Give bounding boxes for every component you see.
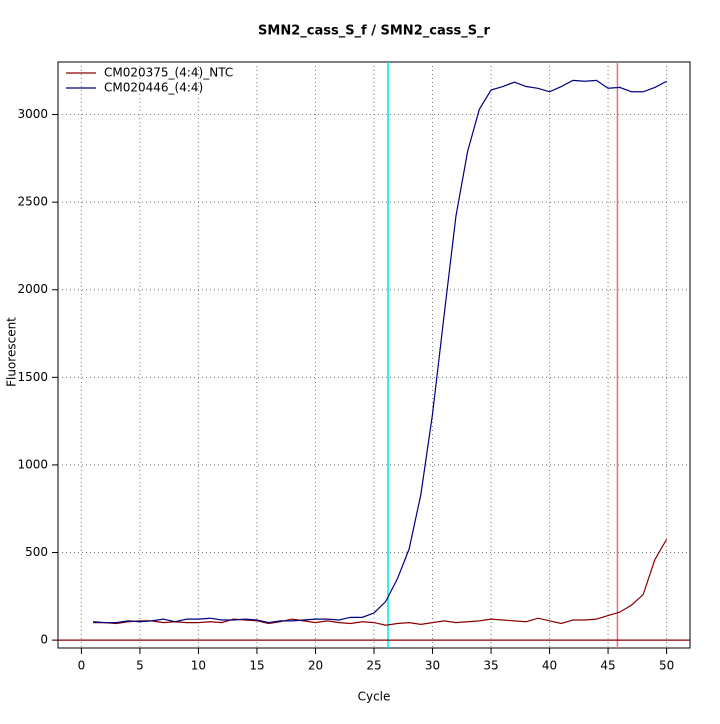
series-line bbox=[93, 79, 667, 624]
y-tick-label: 2500 bbox=[17, 195, 48, 209]
x-tick-label: 0 bbox=[78, 659, 86, 673]
y-tick-label: 2000 bbox=[17, 282, 48, 296]
x-tick-label: 5 bbox=[136, 659, 144, 673]
chart-title: SMN2_cass_S_f / SMN2_cass_S_r bbox=[258, 24, 491, 39]
plot-frame bbox=[57, 61, 691, 649]
x-tick-label: 20 bbox=[308, 659, 323, 673]
y-tick-label: 1500 bbox=[17, 370, 48, 384]
x-tick-label: 30 bbox=[425, 659, 440, 673]
x-tick-label: 25 bbox=[366, 659, 381, 673]
y-tick-label: 1000 bbox=[17, 457, 48, 471]
x-tick-label: 15 bbox=[249, 659, 264, 673]
series-line bbox=[93, 539, 668, 626]
x-tick-label: 10 bbox=[191, 659, 206, 673]
y-tick-label: 0 bbox=[40, 633, 48, 647]
x-tick-label: 50 bbox=[659, 659, 674, 673]
x-tick-label: 45 bbox=[600, 659, 615, 673]
x-tick-label: 35 bbox=[483, 659, 498, 673]
legend-label: CM020375_(4:4)_NTC bbox=[104, 66, 233, 80]
y-tick-label: 500 bbox=[25, 545, 48, 559]
x-tick-label: 40 bbox=[542, 659, 557, 673]
legend-label: CM020446_(4:4) bbox=[104, 81, 203, 95]
y-axis-label: Fluorescent bbox=[5, 317, 19, 387]
y-tick-label: 3000 bbox=[17, 107, 48, 121]
x-axis-label: Cycle bbox=[358, 690, 391, 704]
